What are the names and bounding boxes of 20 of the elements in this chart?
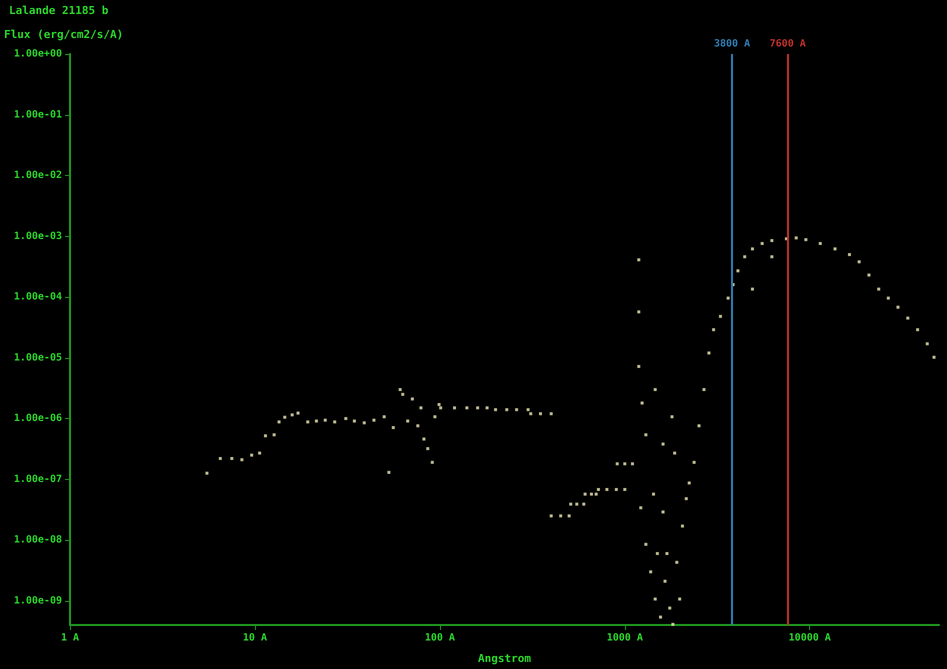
y-axis-title: Flux (erg/cm2/s/A) (4, 28, 124, 41)
x-axis-title: Angstrom (478, 652, 532, 665)
y-tick-label: 1.00e-03 (14, 230, 62, 242)
x-tick-label: 1000 A (606, 632, 643, 644)
y-tick-label: 1.00e-01 (14, 109, 62, 120)
x-tick-label: 1 A (60, 632, 80, 644)
y-tick-label: 1.00e-06 (14, 413, 62, 424)
y-tick-label: 1.00e-09 (14, 595, 62, 606)
ref-line-label: 7600 A (770, 38, 806, 50)
y-tick-label: 1.00e-04 (14, 292, 62, 303)
y-tick-label: 1.00e+00 (14, 48, 62, 60)
y-tick-label: 1.00e-02 (14, 170, 62, 182)
y-tick-label: 1.00e-07 (14, 474, 62, 485)
x-tick-label: 10 A (242, 632, 267, 644)
x-tick-label: 100 A (424, 632, 455, 644)
y-tick-label: 1.00e-08 (14, 534, 62, 546)
chart-title: Lalande 21185 b (9, 4, 109, 17)
y-tick-label: 1.00e-05 (14, 352, 62, 364)
x-tick-label: 10000 A (788, 632, 831, 644)
ref-line-label: 3800 A (714, 38, 750, 50)
